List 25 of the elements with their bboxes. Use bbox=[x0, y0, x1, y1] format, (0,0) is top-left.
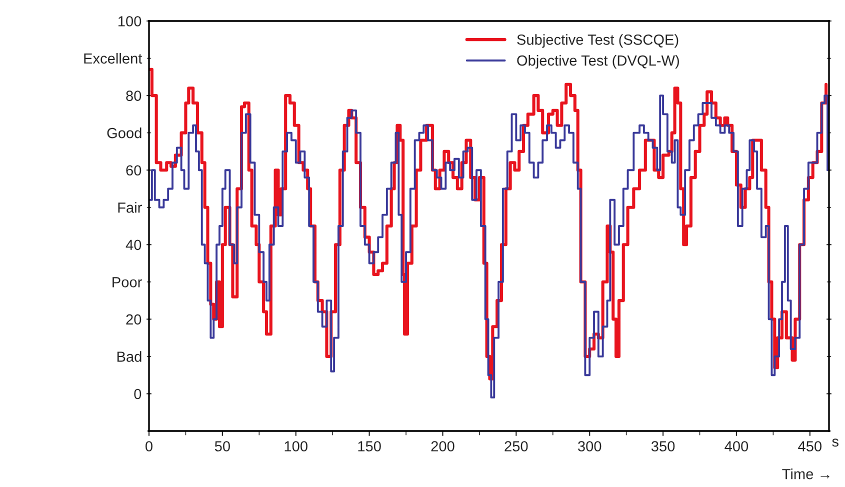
x-axis-title: s bbox=[832, 438, 838, 447]
x-tick-label: 100 bbox=[284, 441, 308, 452]
y-tick-label: Fair bbox=[118, 202, 142, 213]
x-tick-label: 0 bbox=[146, 441, 152, 452]
legend-label: Objective Test (DVQL-W) bbox=[517, 55, 679, 69]
y-tick-label: Bad bbox=[117, 351, 142, 362]
y-tick-label: Poor bbox=[112, 277, 142, 288]
x-tick-label: 150 bbox=[358, 441, 381, 452]
text: Time → bbox=[782, 468, 830, 480]
x-tick-label: 400 bbox=[724, 441, 748, 452]
x-tick-label: 350 bbox=[651, 441, 675, 452]
y-tick-label: 40 bbox=[126, 240, 142, 250]
x-tick-label: 50 bbox=[214, 441, 230, 452]
x-tick-label: 300 bbox=[578, 441, 602, 452]
y-tick-label: Good bbox=[107, 128, 142, 138]
y-tick-label: 0 bbox=[134, 388, 142, 400]
x-tick-label: 250 bbox=[504, 441, 528, 452]
x-tick-label: 450 bbox=[798, 441, 822, 452]
y-tick-label: 60 bbox=[126, 165, 142, 176]
legend-label: Subjective Test (SSCQE) bbox=[517, 34, 678, 48]
y-tick-label: 20 bbox=[126, 314, 142, 325]
y-tick-label: 80 bbox=[126, 90, 142, 101]
x-tick-label: 200 bbox=[431, 441, 454, 452]
y-tick-label: Excellent bbox=[84, 52, 142, 64]
y-tick-label: 100 bbox=[118, 16, 142, 26]
